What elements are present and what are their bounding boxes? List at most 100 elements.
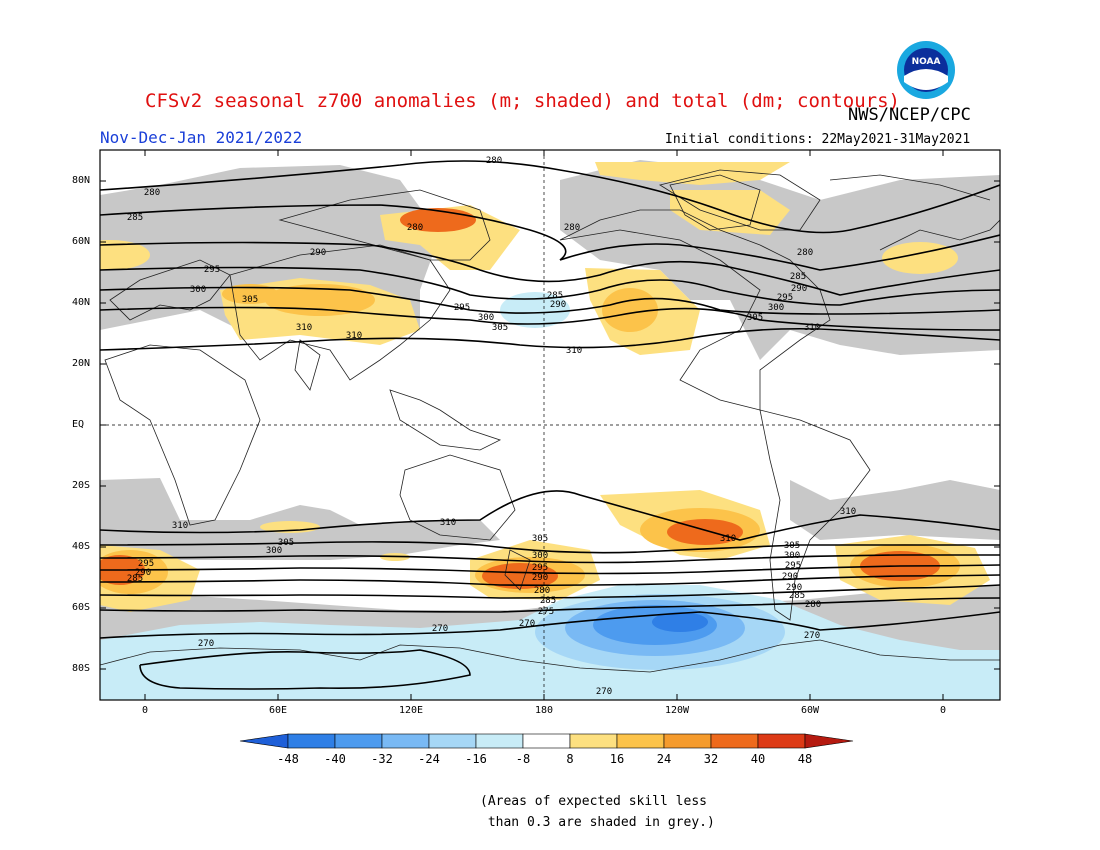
contour-label: 280 xyxy=(144,188,160,198)
contour-label: 305 xyxy=(747,313,763,323)
contour-label: 305 xyxy=(784,541,800,551)
colorbar-segment xyxy=(287,733,336,749)
colorbar-segment xyxy=(381,733,430,749)
forecast-period: Nov-Dec-Jan 2021/2022 xyxy=(100,128,303,147)
contour-label: 285 xyxy=(127,213,143,223)
lat-label: 40N xyxy=(72,297,91,308)
lat-label: 80N xyxy=(72,175,91,186)
contour-label: 300 xyxy=(190,285,206,295)
grid-lines xyxy=(100,150,1000,700)
agency-label: NWS/NCEP/CPC xyxy=(848,105,971,125)
contour-label: 290 xyxy=(532,573,548,583)
contour-label: 270 xyxy=(432,624,448,634)
contour-label: 290 xyxy=(782,572,798,582)
colorbar-segment xyxy=(428,733,477,749)
negative-anomaly-core-4 xyxy=(652,612,708,632)
colorbar xyxy=(239,733,854,749)
contour-label: 290 xyxy=(550,300,566,310)
contour-label: 310 xyxy=(346,331,362,341)
lon-label: 0 xyxy=(141,705,149,716)
contour-label: 310 xyxy=(440,518,456,528)
negative-anomaly-pacific-north xyxy=(500,292,570,328)
contour-label: 305 xyxy=(278,538,294,548)
contour-label: 285 xyxy=(790,272,806,282)
contour-label: 300 xyxy=(478,313,494,323)
contour-label: 280 xyxy=(805,600,821,610)
contour-label: 295 xyxy=(454,303,470,313)
contour-label: 305 xyxy=(532,534,548,544)
lon-label: 0 xyxy=(939,705,947,716)
lat-label: 40S xyxy=(72,541,91,552)
colorbar-segment xyxy=(569,733,618,749)
colorbar-max-arrow xyxy=(804,733,854,749)
colorbar-tick-label: -24 xyxy=(418,752,440,766)
contour-label: 290 xyxy=(791,284,807,294)
logo-text: NOAA xyxy=(912,57,941,67)
contour-label: 280 xyxy=(486,156,502,166)
lat-label: EQ xyxy=(72,419,85,430)
contour-label: 300 xyxy=(266,546,282,556)
lat-label: 80S xyxy=(72,663,91,674)
colorbar-segment xyxy=(757,733,806,749)
contour-label: 280 xyxy=(564,223,580,233)
contour-label: 295 xyxy=(532,563,548,573)
skill-note: (Areas of expected skill less than 0.3 a… xyxy=(480,794,715,830)
contour-label: 280 xyxy=(797,248,813,258)
contour-label: 275 xyxy=(538,607,554,617)
contour-label: 290 xyxy=(135,568,151,578)
colorbar-segment xyxy=(522,733,571,749)
contour-label: 300 xyxy=(532,551,548,561)
contour-label: 285 xyxy=(127,574,143,584)
height-contours xyxy=(100,160,1000,690)
contour-label: 285 xyxy=(547,291,563,301)
colorbar-tick-label: 48 xyxy=(797,752,813,766)
colorbar-tick-label: -16 xyxy=(465,752,487,766)
contour-label: 295 xyxy=(777,293,793,303)
contour-label: 300 xyxy=(768,303,784,313)
contour-label: 285 xyxy=(789,591,805,601)
contour-label: 290 xyxy=(786,583,802,593)
colorbar-tick-label: 8 xyxy=(566,752,574,766)
contour-label: 310 xyxy=(840,507,856,517)
colorbar-segment xyxy=(334,733,383,749)
colorbar-tick-label: 16 xyxy=(609,752,625,766)
lat-label: 20S xyxy=(72,480,91,491)
contour-label: 295 xyxy=(785,561,801,571)
contour-label: 310 xyxy=(296,323,312,333)
contour-label: 310 xyxy=(720,534,736,544)
contour-label: 285 xyxy=(540,596,556,606)
contour-label: 310 xyxy=(804,323,820,333)
contour-label: 310 xyxy=(172,521,188,531)
lon-label: 180 xyxy=(534,705,554,716)
lon-label: 120E xyxy=(398,705,424,716)
axis-ticks xyxy=(100,150,1000,700)
colorbar-segment xyxy=(663,733,712,749)
noaa-logo-icon: NOAA xyxy=(897,41,955,99)
contour-label: 280 xyxy=(407,223,423,233)
colorbar-segment xyxy=(710,733,759,749)
lat-label: 20N xyxy=(72,358,91,369)
colorbar-segment xyxy=(475,733,524,749)
colorbar-tick-label: 40 xyxy=(750,752,766,766)
contour-label: 270 xyxy=(596,687,612,697)
contour-label: 290 xyxy=(310,248,326,258)
colorbar-segment xyxy=(616,733,665,749)
colorbar-tick-label: 24 xyxy=(656,752,672,766)
contour-label: 280 xyxy=(534,586,550,596)
contour-label: 305 xyxy=(242,295,258,305)
initial-conditions: Initial conditions: 22May2021-31May2021 xyxy=(665,132,971,147)
contour-label: 310 xyxy=(566,346,582,356)
contour-label: 270 xyxy=(804,631,820,641)
chart-title: CFSv2 seasonal z700 anomalies (m; shaded… xyxy=(145,90,900,112)
lon-label: 60E xyxy=(268,705,288,716)
lat-label: 60N xyxy=(72,236,91,247)
colorbar-tick-label: -32 xyxy=(371,752,393,766)
colorbar-min-arrow xyxy=(239,733,289,749)
lon-label: 60W xyxy=(800,705,820,716)
contour-label: 305 xyxy=(492,323,508,333)
colorbar-tick-label: 32 xyxy=(703,752,719,766)
contour-label: 295 xyxy=(204,265,220,275)
contour-label: 300 xyxy=(784,551,800,561)
